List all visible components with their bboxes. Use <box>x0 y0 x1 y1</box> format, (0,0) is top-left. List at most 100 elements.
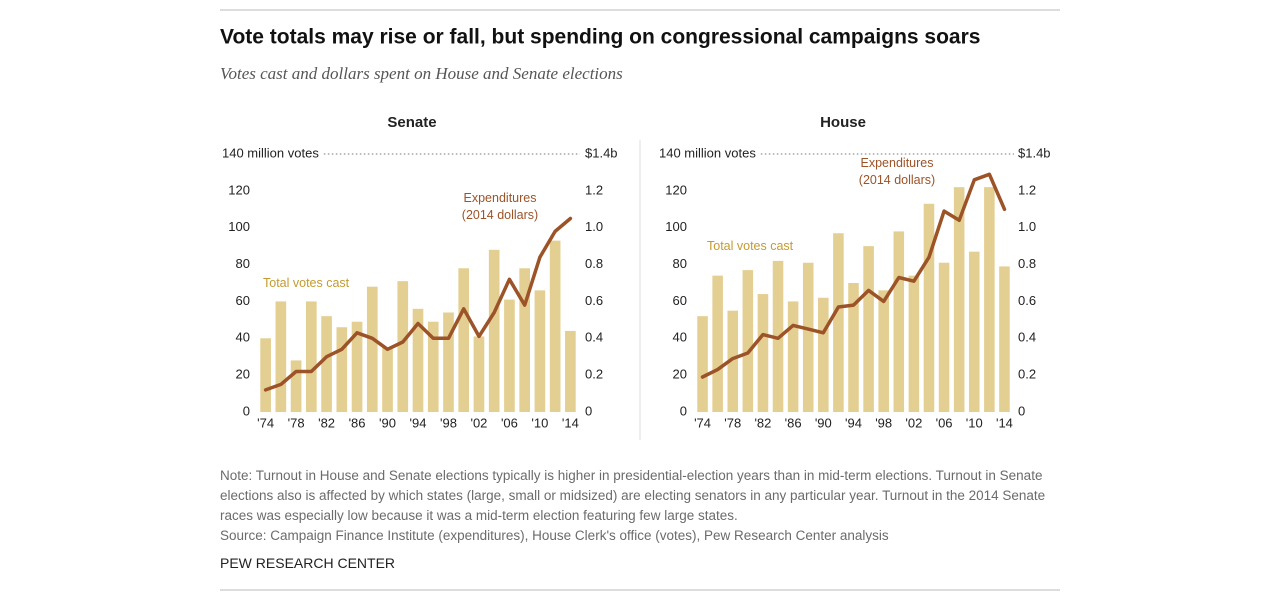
y-tick-label: 120 <box>665 182 687 197</box>
bar <box>260 338 271 412</box>
y2-tick-label: 0.8 <box>1018 256 1036 271</box>
x-tick-label: '78 <box>288 415 305 430</box>
x-tick-label: '74 <box>694 415 711 430</box>
bar <box>290 360 302 412</box>
bar <box>504 299 515 412</box>
x-tick-label: '94 <box>410 415 427 430</box>
x-tick-label: '14 <box>562 415 579 430</box>
bar <box>818 297 829 412</box>
y2-tick-label: $1.4b <box>585 145 618 160</box>
bar <box>382 347 393 412</box>
bar <box>412 308 424 412</box>
y2-tick-label: 0.4 <box>1018 330 1036 345</box>
y-tick-label: 80 <box>236 256 250 271</box>
bar <box>397 281 409 412</box>
y2-tick-label: 0 <box>585 403 592 418</box>
chart-title: Vote totals may rise or fall, but spendi… <box>220 26 980 49</box>
x-tick-label: '02 <box>470 415 487 430</box>
x-tick-label: '74 <box>257 415 274 430</box>
bar <box>443 312 454 412</box>
y-tick-label: 60 <box>673 293 687 308</box>
bar <box>565 330 576 412</box>
bar <box>534 290 546 412</box>
y2-tick-label: 0.2 <box>585 367 603 382</box>
y2-tick-label: 0.8 <box>585 256 603 271</box>
y-tick-label: 140 million votes <box>659 145 756 160</box>
y-tick-label: 0 <box>243 403 250 418</box>
x-tick-label: '86 <box>349 415 366 430</box>
y2-tick-label: 1.2 <box>1018 182 1036 197</box>
x-tick-label: '82 <box>754 415 771 430</box>
x-tick-label: '06 <box>936 415 953 430</box>
y-tick-label: 40 <box>673 330 687 345</box>
bar <box>848 283 859 412</box>
y2-tick-label: 1.0 <box>585 219 603 234</box>
bar <box>519 268 530 412</box>
bar <box>984 187 995 412</box>
x-tick-label: '06 <box>501 415 518 430</box>
x-tick-label: '02 <box>905 415 922 430</box>
bar <box>953 187 965 412</box>
bar <box>306 301 317 412</box>
chart-subtitle: Votes cast and dollars spent on House an… <box>220 64 623 83</box>
y2-tick-label: 0.6 <box>1018 293 1036 308</box>
y-tick-label: 100 <box>665 219 687 234</box>
y-tick-label: 120 <box>228 182 250 197</box>
x-tick-label: '10 <box>966 415 983 430</box>
bar <box>863 246 874 412</box>
y-tick-label: 20 <box>673 367 687 382</box>
y2-tick-label: 0.2 <box>1018 367 1036 382</box>
note: Note: Turnout in House and Senate electi… <box>220 468 1046 523</box>
x-tick-label: '98 <box>440 415 457 430</box>
bar <box>321 316 332 412</box>
bar <box>999 266 1010 412</box>
bar <box>336 327 348 412</box>
y-tick-label: 100 <box>228 219 250 234</box>
x-tick-label: '94 <box>845 415 862 430</box>
source: Source: Campaign Finance Institute (expe… <box>220 528 889 543</box>
y2-tick-label: 0.4 <box>585 330 603 345</box>
bar <box>938 262 950 412</box>
x-tick-label: '90 <box>815 415 832 430</box>
x-tick-label: '10 <box>531 415 548 430</box>
y-tick-label: 80 <box>673 256 687 271</box>
y-tick-label: 40 <box>236 330 250 345</box>
bar <box>908 275 920 412</box>
bar <box>351 321 363 412</box>
bar <box>549 240 561 412</box>
bar <box>275 301 287 412</box>
x-tick-label: '98 <box>875 415 892 430</box>
bar <box>878 290 889 412</box>
y-tick-label: 0 <box>680 403 687 418</box>
bar <box>757 294 769 412</box>
bar <box>427 321 439 412</box>
panel-title: House <box>820 114 866 131</box>
bar <box>787 301 799 412</box>
x-tick-label: '14 <box>996 415 1013 430</box>
note-block: Note: Turnout in House and Senate electi… <box>220 466 1060 546</box>
x-tick-label: '86 <box>785 415 802 430</box>
bar <box>488 249 500 412</box>
series-label: Expenditures (2014 dollars) <box>461 191 539 222</box>
x-tick-label: '82 <box>318 415 335 430</box>
y2-tick-label: 1.0 <box>1018 219 1036 234</box>
x-tick-label: '90 <box>379 415 396 430</box>
bar <box>473 336 485 412</box>
bar <box>968 251 980 412</box>
panel-title: Senate <box>387 114 436 131</box>
bar <box>742 270 754 412</box>
y-tick-label: 60 <box>236 293 250 308</box>
brand: PEW RESEARCH CENTER <box>220 555 396 571</box>
y2-tick-label: 0.6 <box>585 293 603 308</box>
series-label: Expenditures (2014 dollars) <box>858 156 936 187</box>
y-tick-label: 140 million votes <box>222 145 319 160</box>
bar <box>727 310 739 412</box>
y2-tick-label: 0 <box>1018 403 1025 418</box>
line <box>263 216 573 392</box>
line <box>700 172 1007 379</box>
bar <box>802 262 814 412</box>
series-label: Total votes cast <box>707 239 794 253</box>
bar <box>893 231 905 412</box>
